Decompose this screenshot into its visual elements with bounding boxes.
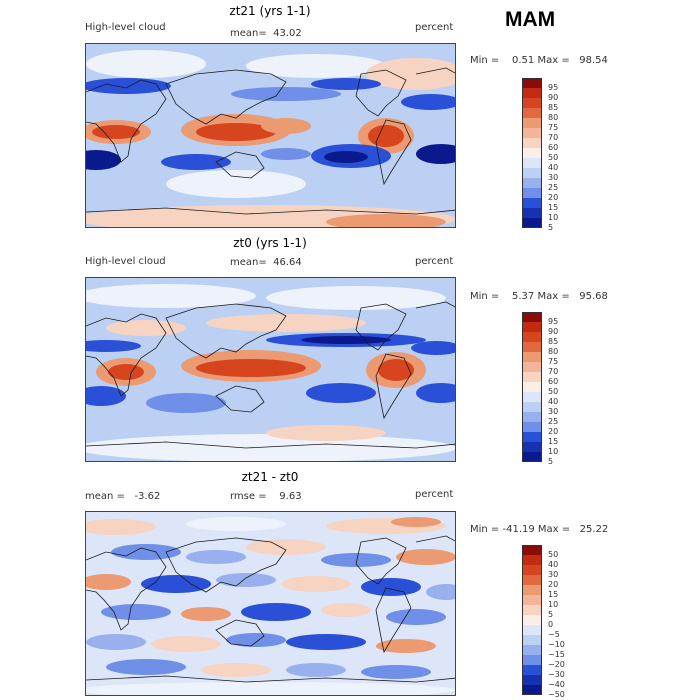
- panel-2-min-max: Min = 5.37 Max = 95.68: [470, 291, 608, 302]
- panel-1-colorbar-tick: 80: [548, 113, 559, 122]
- panel-1-colorbar-tick: 40: [548, 163, 559, 172]
- panel-1-min-max: Min = 0.51 Max = 98.54: [470, 55, 608, 66]
- panel-3-colorbar-tick: 0: [548, 620, 554, 629]
- panel-3-colorbar-tick: −40: [548, 680, 565, 689]
- panel-2-map: [85, 277, 456, 462]
- panel-1-title: zt21 (yrs 1-1): [229, 4, 311, 18]
- panel-1-colorbar-tick: 30: [548, 173, 559, 182]
- panel-2-colorbar-tick: 5: [548, 457, 554, 466]
- panel-2-colorbar-tick: 95: [548, 317, 559, 326]
- panel-3-map-svg: [86, 512, 455, 695]
- panel-1-map: [85, 43, 456, 228]
- panel-1-colorbar-tick: 10: [548, 213, 559, 222]
- panel-1-colorbar-tick: 50: [548, 153, 559, 162]
- panel-2-colorbar-tick: 15: [548, 437, 559, 446]
- panel-3-colorbar-tick: 50: [548, 550, 559, 559]
- panel-3-colorbar-tick: −5: [548, 630, 560, 639]
- panel-2-title: zt0 (yrs 1-1): [233, 236, 307, 250]
- panel-2-mean-label: mean= 46.64: [230, 257, 302, 268]
- panel-1-map-svg: [86, 44, 455, 227]
- panel-1-colorbar: 95 90 85 80 75 70 60 50 40 30 25 20 15 1…: [522, 78, 582, 232]
- panel-1-mean-label: mean= 43.02: [230, 28, 302, 39]
- panel-2-colorbar-tick: 25: [548, 417, 559, 426]
- panel-3-min-max: Min = -41.19 Max = 25.22: [470, 524, 609, 535]
- panel-3-colorbar-tick: −10: [548, 640, 565, 649]
- panel-2-colorbar-tick: 60: [548, 377, 559, 386]
- panel-2-colorbar-tick: 90: [548, 327, 559, 336]
- panel-2-colorbar-tick: 20: [548, 427, 559, 436]
- panel-1-variable-label: High-level cloud: [85, 22, 166, 33]
- panel-2-colorbar-tick: 80: [548, 347, 559, 356]
- panel-2-map-svg: [86, 278, 455, 461]
- panel-2-colorbar-tick: 70: [548, 367, 559, 376]
- panel-3-rmse-label: rmse = 9.63: [230, 491, 302, 502]
- panel-2-variable-label: High-level cloud: [85, 256, 166, 267]
- panel-3-colorbar: 50 40 30 20 15 10 5 0 −5 −10 −15 −20 −30…: [522, 545, 582, 699]
- panel-1-colorbar-tick: 70: [548, 133, 559, 142]
- panel-3-colorbar-tick: −15: [548, 650, 565, 659]
- panel-3-colorbar-tick: 40: [548, 560, 559, 569]
- panel-1-colorbar-tick: 95: [548, 83, 559, 92]
- panel-3-colorbar-tick: −30: [548, 670, 565, 679]
- panel-1-colorbar-tick: 20: [548, 193, 559, 202]
- panel-3-title: zt21 - zt0: [241, 470, 299, 484]
- panel-1-colorbar-tick: 75: [548, 123, 559, 132]
- panel-3-colorbar-tick: 10: [548, 600, 559, 609]
- panel-2-colorbar-tick: 75: [548, 357, 559, 366]
- panel-1-colorbar-tick: 85: [548, 103, 559, 112]
- panel-1-colorbar-tick: 5: [548, 223, 554, 232]
- panel-2-units-label: percent: [415, 256, 454, 267]
- panel-2-colorbar-tick: 30: [548, 407, 559, 416]
- season-label: MAM: [505, 8, 556, 31]
- panel-3-colorbar-tick: −20: [548, 660, 565, 669]
- panel-2-colorbar-tick: 10: [548, 447, 559, 456]
- panel-3-map: [85, 511, 456, 696]
- panel-1-units-label: percent: [415, 22, 454, 33]
- panel-3-units-label: percent: [415, 489, 454, 500]
- panel-2-colorbar-tick: 85: [548, 337, 559, 346]
- panel-1-colorbar-tick: 15: [548, 203, 559, 212]
- panel-3-colorbar-tick: −50: [548, 690, 565, 699]
- panel-2-colorbar-tick: 50: [548, 387, 559, 396]
- panel-2-colorbar-tick: 40: [548, 397, 559, 406]
- panel-3-mean-label: mean = -3.62: [85, 491, 161, 502]
- panel-1-colorbar-tick: 90: [548, 93, 559, 102]
- panel-3-colorbar-tick: 30: [548, 570, 559, 579]
- panel-1-colorbar-tick: 25: [548, 183, 559, 192]
- panel-3-colorbar-tick: 20: [548, 580, 559, 589]
- panel-1-colorbar-tick: 60: [548, 143, 559, 152]
- panel-2-colorbar: 95 90 85 80 75 70 60 50 40 30 25 20 15 1…: [522, 312, 582, 466]
- panel-3-colorbar-tick: 5: [548, 610, 554, 619]
- panel-3-colorbar-tick: 15: [548, 590, 559, 599]
